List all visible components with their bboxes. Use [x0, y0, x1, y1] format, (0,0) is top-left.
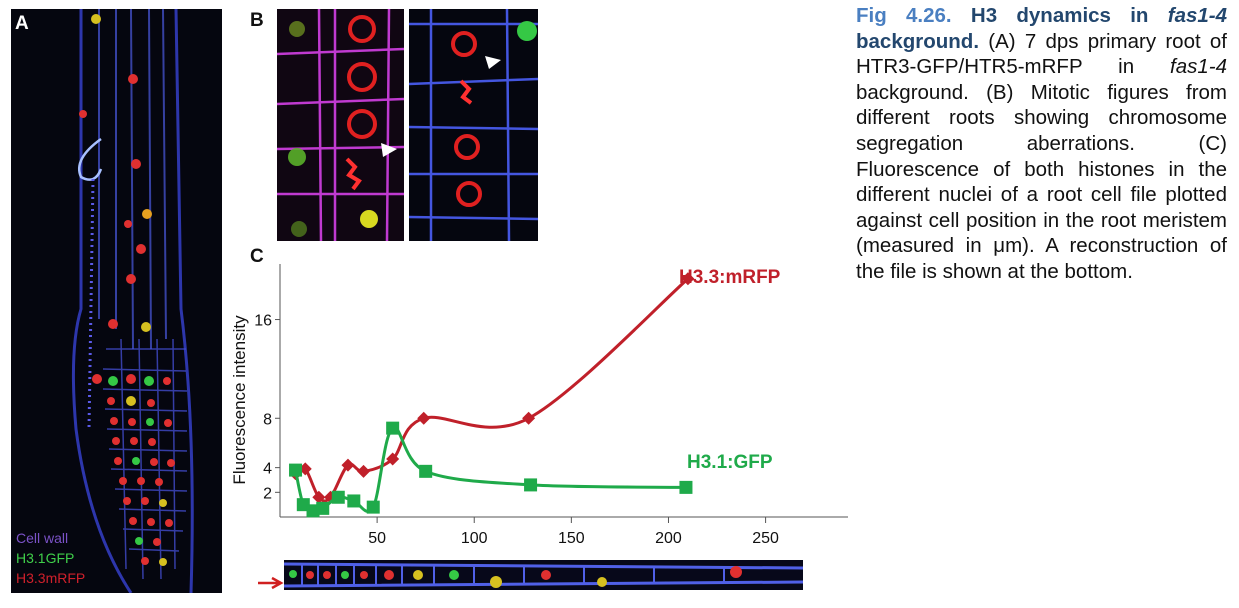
panel-a-label: A: [15, 13, 29, 34]
series-label-h33: H3.3:mRFP: [679, 267, 781, 288]
caption-title: H3 dynamics in: [970, 4, 1149, 27]
legend-cell-wall: Cell wall: [16, 530, 69, 546]
data-point-h33: [357, 464, 371, 478]
panel-c-label: C: [250, 246, 264, 267]
data-point-h31: [316, 501, 330, 515]
series-label-h31: H3.1:GFP: [687, 452, 773, 473]
legend-h33mrfp: H3.3mRFP: [16, 570, 86, 586]
y-tick-label: 4: [263, 461, 272, 478]
panel-b-left-image: [277, 9, 404, 241]
reconstruction-arrow-icon: [258, 576, 284, 590]
data-point-h31: [347, 494, 361, 508]
y-tick-label: 16: [254, 313, 272, 330]
y-tick-label: 2: [263, 485, 272, 502]
data-point-h33: [341, 458, 355, 472]
panel-b-label: B: [250, 10, 264, 31]
panel-a-root-image: A Cell wall H3.1GFP H3.3mRFP: [11, 9, 222, 593]
figure-caption: Fig 4.26. H3 dynamics in fas1-4 backgrou…: [856, 3, 1227, 285]
panel-b-right-image: [409, 9, 538, 241]
data-point-h31: [289, 463, 303, 477]
caption-text-part2: background. (B) Mitotic figures from dif…: [856, 80, 1227, 283]
data-point-h33: [324, 490, 338, 504]
cell-file-reconstruction-graphic: [284, 560, 803, 590]
caption-title-genotype: fas1-4: [1167, 4, 1228, 27]
x-tick-label: 250: [752, 530, 779, 547]
y-axis-label: Fluorescence intensity: [230, 315, 249, 485]
mitotic-figure-right-graphic: [409, 9, 538, 241]
data-point-h31: [331, 490, 345, 504]
chart-axes: 50 100 150 200 250 2 4 8 16: [254, 264, 848, 547]
data-point-h31: [524, 478, 538, 492]
x-tick-label: 50: [368, 530, 386, 547]
y-tick-label: 8: [263, 411, 272, 428]
fluorescence-chart: 50 100 150 200 250 2 4 8 16 Fluorescence intensi…: [230, 264, 848, 547]
caption-text-part1: (A) 7 dps primary root of HTR3-GFP/HTR5-…: [856, 29, 1228, 79]
series-line-h33: [294, 277, 689, 503]
data-point-h31: [386, 421, 400, 435]
root-microscopy-graphic: [11, 9, 222, 593]
figure-number: Fig 4.26.: [856, 4, 952, 27]
legend-h31gfp: H3.1GFP: [16, 550, 75, 566]
caption-title-suffix: background.: [856, 29, 980, 53]
data-point-h33: [312, 490, 326, 504]
caption-genotype: fas1-4: [1170, 55, 1227, 79]
mitotic-figure-left-graphic: [277, 9, 404, 241]
data-point-h31: [419, 464, 433, 478]
data-point-h33: [386, 452, 400, 466]
data-point-h33: [417, 411, 431, 425]
x-tick-label: 200: [655, 530, 682, 547]
data-point-h33: [681, 272, 695, 286]
x-tick-label: 150: [558, 530, 585, 547]
chart-series: [289, 272, 695, 518]
x-tick-label: 100: [461, 530, 488, 547]
data-point-h31: [366, 500, 380, 514]
cell-file-reconstruction: [284, 560, 803, 590]
data-point-h33: [522, 411, 536, 425]
data-point-h31: [679, 480, 693, 494]
